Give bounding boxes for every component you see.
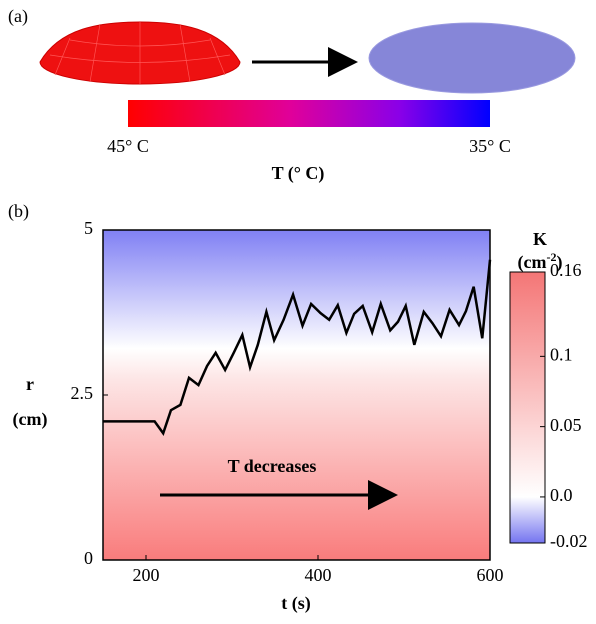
plot-frame: [102, 229, 491, 561]
colorbar-tick-label: -0.02: [550, 531, 588, 551]
colorbar-tick-label: 0.16: [550, 260, 582, 280]
colorbar-unit: (cm-2): [518, 250, 563, 273]
line: [103, 259, 492, 436]
colorbar-tick-label: 0.0: [550, 485, 573, 505]
unit-exponent: -2: [546, 250, 556, 264]
colorbar-label: 45° C: [107, 136, 149, 156]
x-tick-label: 200: [133, 565, 160, 585]
colorbar-title: T (° C): [272, 163, 325, 184]
annotation: T decreases: [228, 456, 317, 476]
colorbar-title: K: [533, 229, 547, 249]
y-tick-label: 2.5: [71, 383, 94, 403]
x-tick-label: 400: [305, 565, 332, 585]
unit: ): [556, 252, 562, 273]
colorbar-label: 35° C: [469, 136, 511, 156]
x-tick-label: 600: [477, 565, 504, 585]
dome: [39, 21, 241, 85]
unit: (cm: [518, 252, 547, 273]
colorbar-tick-label: 0.1: [550, 344, 573, 364]
colorbar-tick-label: 0.05: [550, 415, 582, 435]
panel-label: (b): [8, 201, 29, 222]
y-tick-label: 5: [84, 218, 93, 238]
plot-background: [103, 230, 490, 560]
flat-disc: [368, 22, 576, 94]
x-axis-label: t (s): [281, 593, 311, 614]
panel-label: (a): [8, 6, 28, 27]
y-axis-label: r: [26, 374, 34, 394]
curvature-colorbar: [509, 271, 546, 544]
temperature-colorbar: [128, 100, 490, 127]
y-tick-label: 0: [84, 548, 93, 568]
y-axis-label: (cm): [13, 409, 48, 430]
